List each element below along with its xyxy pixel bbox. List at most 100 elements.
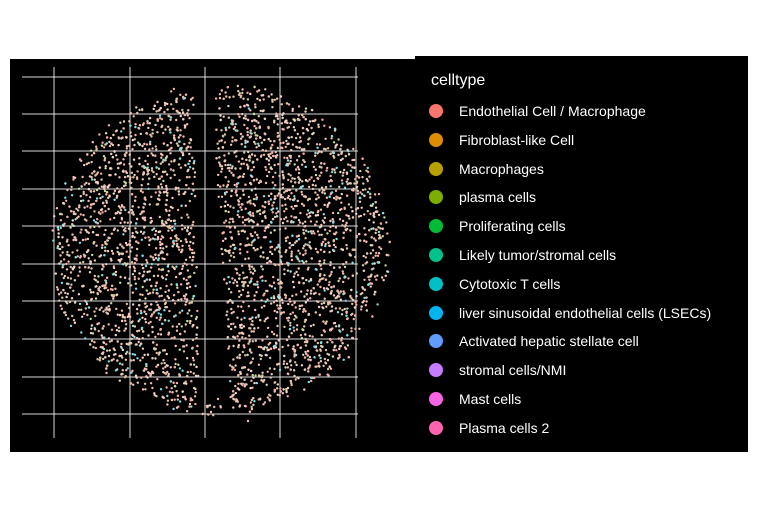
- data-point: [159, 328, 162, 331]
- data-point: [122, 246, 125, 250]
- data-point: [139, 132, 142, 136]
- data-point: [321, 219, 324, 222]
- data-point: [126, 367, 129, 370]
- data-point: [157, 254, 160, 257]
- data-point: [273, 381, 277, 384]
- data-point: [251, 272, 255, 275]
- data-point: [112, 347, 116, 350]
- data-point: [267, 223, 270, 227]
- data-point: [333, 232, 337, 236]
- data-point: [176, 208, 180, 212]
- data-point: [179, 129, 182, 132]
- data-point: [285, 119, 288, 122]
- legend-item: plasma cells: [429, 186, 536, 208]
- data-point: [229, 163, 232, 167]
- data-point: [79, 261, 82, 264]
- data-point: [158, 230, 162, 233]
- data-point: [234, 384, 237, 388]
- data-point: [76, 209, 80, 212]
- data-point: [279, 193, 283, 196]
- data-point: [120, 319, 124, 323]
- data-point: [285, 387, 288, 391]
- data-point: [337, 138, 340, 141]
- data-point: [105, 276, 109, 279]
- data-point: [253, 140, 256, 144]
- data-point: [58, 299, 61, 302]
- data-point: [67, 260, 70, 263]
- data-point: [77, 274, 80, 277]
- data-point: [122, 127, 125, 130]
- data-point: [114, 173, 117, 176]
- data-point: [285, 207, 288, 211]
- data-point: [254, 249, 257, 252]
- data-point: [113, 198, 116, 201]
- data-point: [102, 310, 105, 313]
- data-point: [166, 394, 169, 398]
- data-point: [266, 298, 269, 301]
- data-point: [373, 237, 376, 240]
- data-point: [172, 107, 175, 111]
- data-point: [164, 156, 168, 160]
- data-point: [306, 268, 310, 271]
- data-point: [162, 179, 165, 183]
- data-point: [155, 281, 159, 284]
- data-point: [286, 121, 289, 125]
- data-point: [181, 390, 184, 393]
- data-point: [246, 118, 250, 122]
- data-point: [148, 116, 152, 120]
- data-point: [162, 131, 165, 135]
- data-point: [246, 127, 249, 130]
- data-point: [245, 218, 248, 221]
- data-point: [329, 261, 332, 264]
- data-point: [239, 370, 242, 374]
- data-point: [272, 295, 276, 298]
- data-point: [297, 176, 300, 179]
- data-point: [66, 302, 69, 305]
- data-point: [345, 310, 348, 313]
- data-point: [51, 229, 54, 232]
- data-point: [326, 232, 329, 235]
- data-point: [336, 311, 340, 314]
- data-point: [189, 399, 192, 402]
- data-point: [70, 185, 73, 189]
- data-point: [126, 221, 129, 224]
- data-point: [264, 279, 267, 283]
- data-point: [150, 152, 153, 155]
- data-point: [120, 130, 123, 133]
- data-point: [294, 181, 297, 184]
- data-point: [140, 326, 144, 330]
- data-point: [72, 238, 75, 242]
- data-point: [130, 165, 133, 168]
- data-point: [122, 170, 125, 173]
- data-point: [297, 281, 301, 284]
- data-point: [73, 321, 77, 324]
- data-point: [110, 328, 114, 331]
- data-point: [324, 137, 327, 140]
- data-point: [293, 318, 296, 321]
- data-point: [237, 305, 240, 308]
- data-point: [149, 382, 153, 385]
- data-point: [124, 208, 127, 212]
- data-point: [232, 358, 235, 361]
- data-point: [330, 309, 333, 313]
- data-point: [335, 349, 338, 352]
- data-point: [144, 236, 147, 239]
- data-point: [283, 268, 286, 271]
- data-point: [194, 317, 198, 321]
- data-point: [160, 186, 164, 189]
- data-point: [138, 157, 141, 160]
- data-point: [343, 168, 346, 172]
- data-point: [231, 390, 235, 393]
- data-point: [162, 191, 166, 194]
- data-point: [92, 219, 96, 222]
- data-point: [295, 239, 298, 243]
- data-point: [300, 336, 304, 340]
- data-point: [212, 414, 215, 417]
- data-point: [359, 169, 362, 173]
- data-point: [330, 191, 334, 194]
- data-point: [284, 203, 287, 206]
- data-point: [93, 259, 97, 262]
- data-point: [288, 188, 291, 192]
- data-point: [194, 374, 198, 377]
- data-point: [155, 395, 158, 398]
